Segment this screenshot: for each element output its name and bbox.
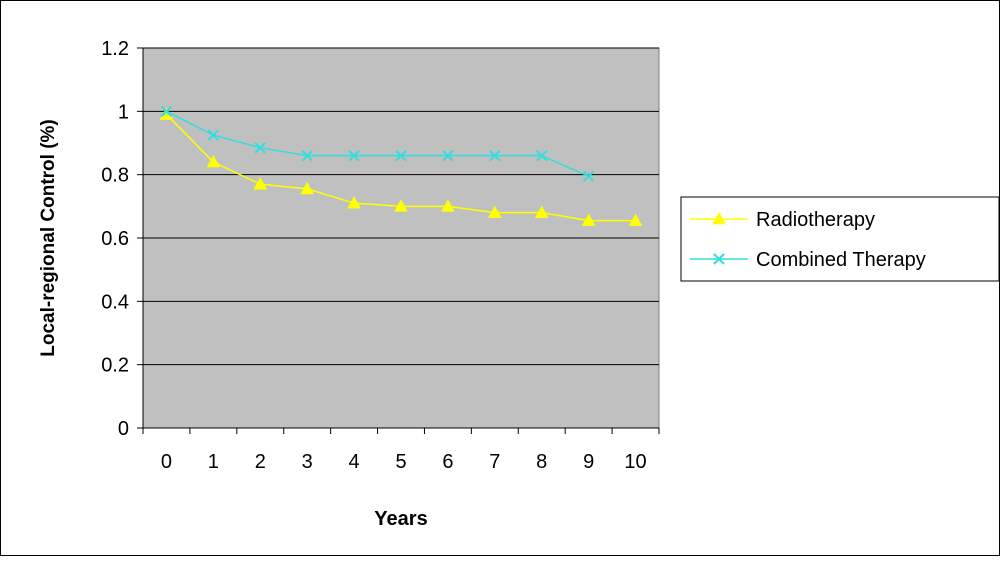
- data-point: [348, 149, 360, 162]
- y-axis-title: Local-regional Control (%): [38, 119, 59, 357]
- data-point: [300, 181, 315, 195]
- axes: 0 0.2 0.4 0.6 0.8 1 1.2 0 1 2 3 4 5 6 7 8 9 10: [101, 38, 660, 473]
- x-tick-label: 0: [161, 451, 172, 473]
- legend-item: Combined Therapy: [690, 249, 926, 271]
- legend-marker: [713, 253, 725, 265]
- data-point: [534, 205, 549, 218]
- series-line: [166, 110, 589, 177]
- legend-items: Radiotherapy Combined Therapy: [690, 209, 926, 271]
- data-point: [442, 149, 454, 162]
- x-tick-label: 8: [536, 451, 547, 473]
- data-point: [160, 105, 173, 118]
- x-tick-label: 4: [349, 451, 360, 473]
- data-point: [581, 213, 596, 226]
- y-tick-label: 0.8: [101, 165, 129, 187]
- gridlines: [143, 47, 659, 366]
- data-point: [207, 129, 220, 141]
- x-tick-label: 5: [395, 451, 406, 473]
- y-tick-label: 0.6: [101, 228, 129, 250]
- data-point: [536, 149, 548, 162]
- legend-label: Combined Therapy: [756, 249, 926, 271]
- y-tick-label: 1: [118, 101, 129, 123]
- x-tick-label: 6: [442, 451, 453, 473]
- y-tick-label: 0: [118, 418, 129, 440]
- x-tick-label: 1: [208, 451, 219, 473]
- x-tick-label: 3: [302, 451, 313, 473]
- x-tick-label: 7: [489, 451, 500, 473]
- y-tick-label: 0.4: [101, 291, 129, 313]
- data-point: [206, 154, 221, 168]
- data-point: [628, 213, 643, 226]
- legend-label: Radiotherapy: [756, 209, 875, 231]
- y-tick-label: 0.2: [101, 355, 129, 377]
- data-point: [489, 149, 501, 162]
- data-point: [395, 149, 407, 162]
- legend: Radiotherapy Combined Therapy: [680, 196, 1000, 282]
- series-combined-therapy: [160, 105, 595, 182]
- legend-marker: [712, 211, 726, 225]
- series-layer: [159, 105, 643, 226]
- legend-box: [680, 196, 1000, 282]
- data-point: [347, 196, 361, 209]
- data-point: [441, 199, 455, 212]
- series-radiotherapy: [159, 107, 643, 226]
- data-point: [253, 177, 268, 190]
- x-tick-label: 2: [255, 451, 266, 473]
- data-point: [582, 170, 595, 182]
- x-axis-title: Years: [374, 508, 427, 530]
- legend-item: Radiotherapy: [690, 209, 875, 231]
- x-tick-label: 10: [624, 451, 646, 473]
- data-point: [487, 205, 502, 218]
- y-tick-label: 1.2: [101, 38, 129, 60]
- data-point: [254, 142, 266, 154]
- data-point: [301, 149, 313, 162]
- x-tick-label: 9: [583, 451, 594, 473]
- data-point: [394, 199, 408, 212]
